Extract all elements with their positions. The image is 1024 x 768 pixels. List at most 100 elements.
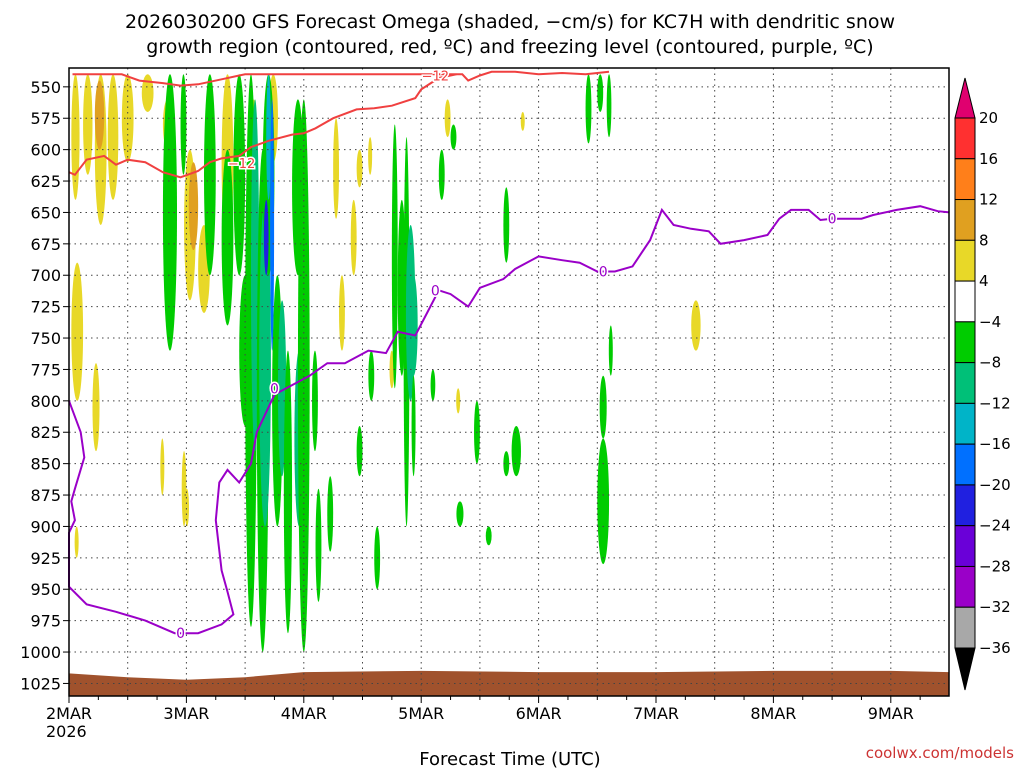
colorbar-label-11: −28 [979, 557, 1011, 575]
chart-title-line1: 2026030200 GFS Forecast Omega (shaded, −… [125, 11, 895, 33]
y-tick-label-825: 825 [30, 423, 61, 442]
omega-blob-5 [94, 80, 105, 150]
omega-blob-3 [107, 74, 119, 200]
contour-lines: 0 0 0 0 0 −12 −12 [68, 68, 950, 644]
omega-blob-52 [368, 350, 375, 401]
x-tick-label-0: 2MAR [46, 704, 92, 723]
omega-blob-22 [350, 199, 357, 276]
omega-blob-27 [520, 111, 525, 131]
omega-blob-66 [503, 187, 510, 263]
colorbar-swatch-11 [954, 565, 976, 608]
omega-blob-39 [259, 199, 271, 527]
y-tick-label-850: 850 [30, 455, 61, 474]
y-tick-label-625: 625 [30, 172, 61, 191]
omega-blob-12 [184, 488, 189, 527]
omega-blob-13 [74, 526, 79, 558]
colorbar-label-4: 4 [979, 272, 989, 290]
colorbar-bottom-arrow [954, 647, 976, 691]
y-tick-label-1000: 1000 [20, 643, 61, 662]
omega-blob-75 [270, 99, 275, 351]
omega-blob-30 [162, 74, 178, 351]
omega-blob-29 [444, 99, 451, 138]
colorbar-label-8: −16 [979, 435, 1011, 453]
omega-blob-54 [391, 124, 398, 389]
colorbar-swatch-7 [954, 402, 976, 445]
omega-blob-24 [368, 137, 373, 175]
omega-blob-41 [266, 74, 271, 200]
omega-blob-58 [409, 275, 418, 376]
colorbar-label-10: −24 [979, 517, 1011, 535]
colorbar-label-13: −36 [979, 639, 1011, 657]
omega-blob-62 [450, 124, 457, 150]
omega-blob-65 [485, 526, 492, 546]
colorbar-label-6: −8 [979, 354, 1001, 372]
y-tick-label-650: 650 [30, 203, 61, 222]
omega-blob-72 [597, 438, 610, 565]
y-tick-label-975: 975 [30, 612, 61, 631]
omega-blob-8 [71, 262, 84, 401]
colorbar-label-12: −32 [979, 598, 1011, 616]
freezing-level-label-0: 0 [176, 626, 185, 642]
contour-dgz_bottom [68, 73, 457, 179]
colorbar-label-0: 20 [979, 109, 998, 127]
x-axis-label: Forecast Time (UTC) [419, 749, 600, 768]
omega-blob-71 [606, 74, 612, 138]
contour-dgz_top [72, 70, 610, 87]
omega-blob-21 [356, 149, 363, 188]
colorbar-top-arrow [954, 77, 976, 119]
colorbar-label-3: 8 [979, 231, 989, 249]
omega-blob-9 [92, 363, 100, 452]
colorbar-swatch-2 [954, 199, 976, 241]
y-tick-label-575: 575 [30, 109, 61, 128]
chart-title-line2: growth region (contoured, red, ºC) and f… [146, 36, 873, 58]
credit-link[interactable]: coolwx.com/models [866, 744, 1014, 762]
x-tick-label-6: 8MAR [750, 704, 796, 723]
dgz-label-0: −12 [228, 157, 255, 172]
dgz-label-1: −12 [422, 69, 449, 84]
colorbar-label-1: 16 [979, 150, 998, 168]
y-tick-label-1025: 1025 [20, 674, 61, 693]
y-tick-label-875: 875 [30, 486, 61, 505]
x-tick-label-7: 9MAR [868, 704, 914, 723]
omega-blob-1 [83, 74, 93, 175]
colorbar-swatch-9 [954, 484, 976, 527]
colorbar-swatch-1 [954, 158, 976, 201]
y-tick-label-600: 600 [30, 141, 61, 160]
freezing-level-label-1: 0 [270, 381, 279, 397]
x-tick-label-2: 4MAR [281, 704, 327, 723]
omega-blob-26 [456, 388, 461, 414]
omega-blob-76 [263, 199, 269, 276]
freezing-level-label-2: 0 [431, 283, 440, 299]
colorbar-label-7: −12 [979, 394, 1011, 412]
omega-blob-44 [283, 350, 293, 634]
omega-blob-15 [188, 162, 199, 251]
omega-blob-51 [356, 425, 363, 477]
omega-blob-61 [438, 149, 445, 200]
omega-blob-48 [312, 350, 318, 452]
omega-shading [71, 74, 701, 653]
omega-blob-49 [315, 488, 322, 602]
y-tick-label-675: 675 [30, 235, 61, 254]
colorbar-swatch-4 [954, 280, 976, 323]
colorbar-swatch-8 [954, 443, 976, 486]
omega-blob-70 [597, 74, 604, 112]
omega-blob-50 [327, 476, 334, 552]
colorbar-label-5: −4 [979, 313, 1001, 331]
colorbar-swatch-0 [954, 117, 976, 160]
y-tick-label-750: 750 [30, 329, 61, 348]
omega-blob-68 [511, 425, 521, 477]
omega-blob-63 [456, 501, 464, 527]
omega-blob-0 [71, 74, 80, 200]
contour-freezing_level [68, 205, 950, 635]
y-tick-label-950: 950 [30, 580, 61, 599]
colorbar-legend: 20 16 12 8 4 −4 −8 −12 −16 −20 −24 −28 −32 −36 [954, 77, 1011, 691]
plot-background [69, 68, 949, 696]
colorbar-swatch-3 [954, 239, 976, 282]
y-tick-label-700: 700 [30, 266, 61, 285]
omega-blob-34 [233, 74, 246, 276]
omega-blob-47 [297, 99, 310, 653]
y-tick-label-775: 775 [30, 360, 61, 379]
freezing-level-label-3: 0 [599, 264, 608, 280]
